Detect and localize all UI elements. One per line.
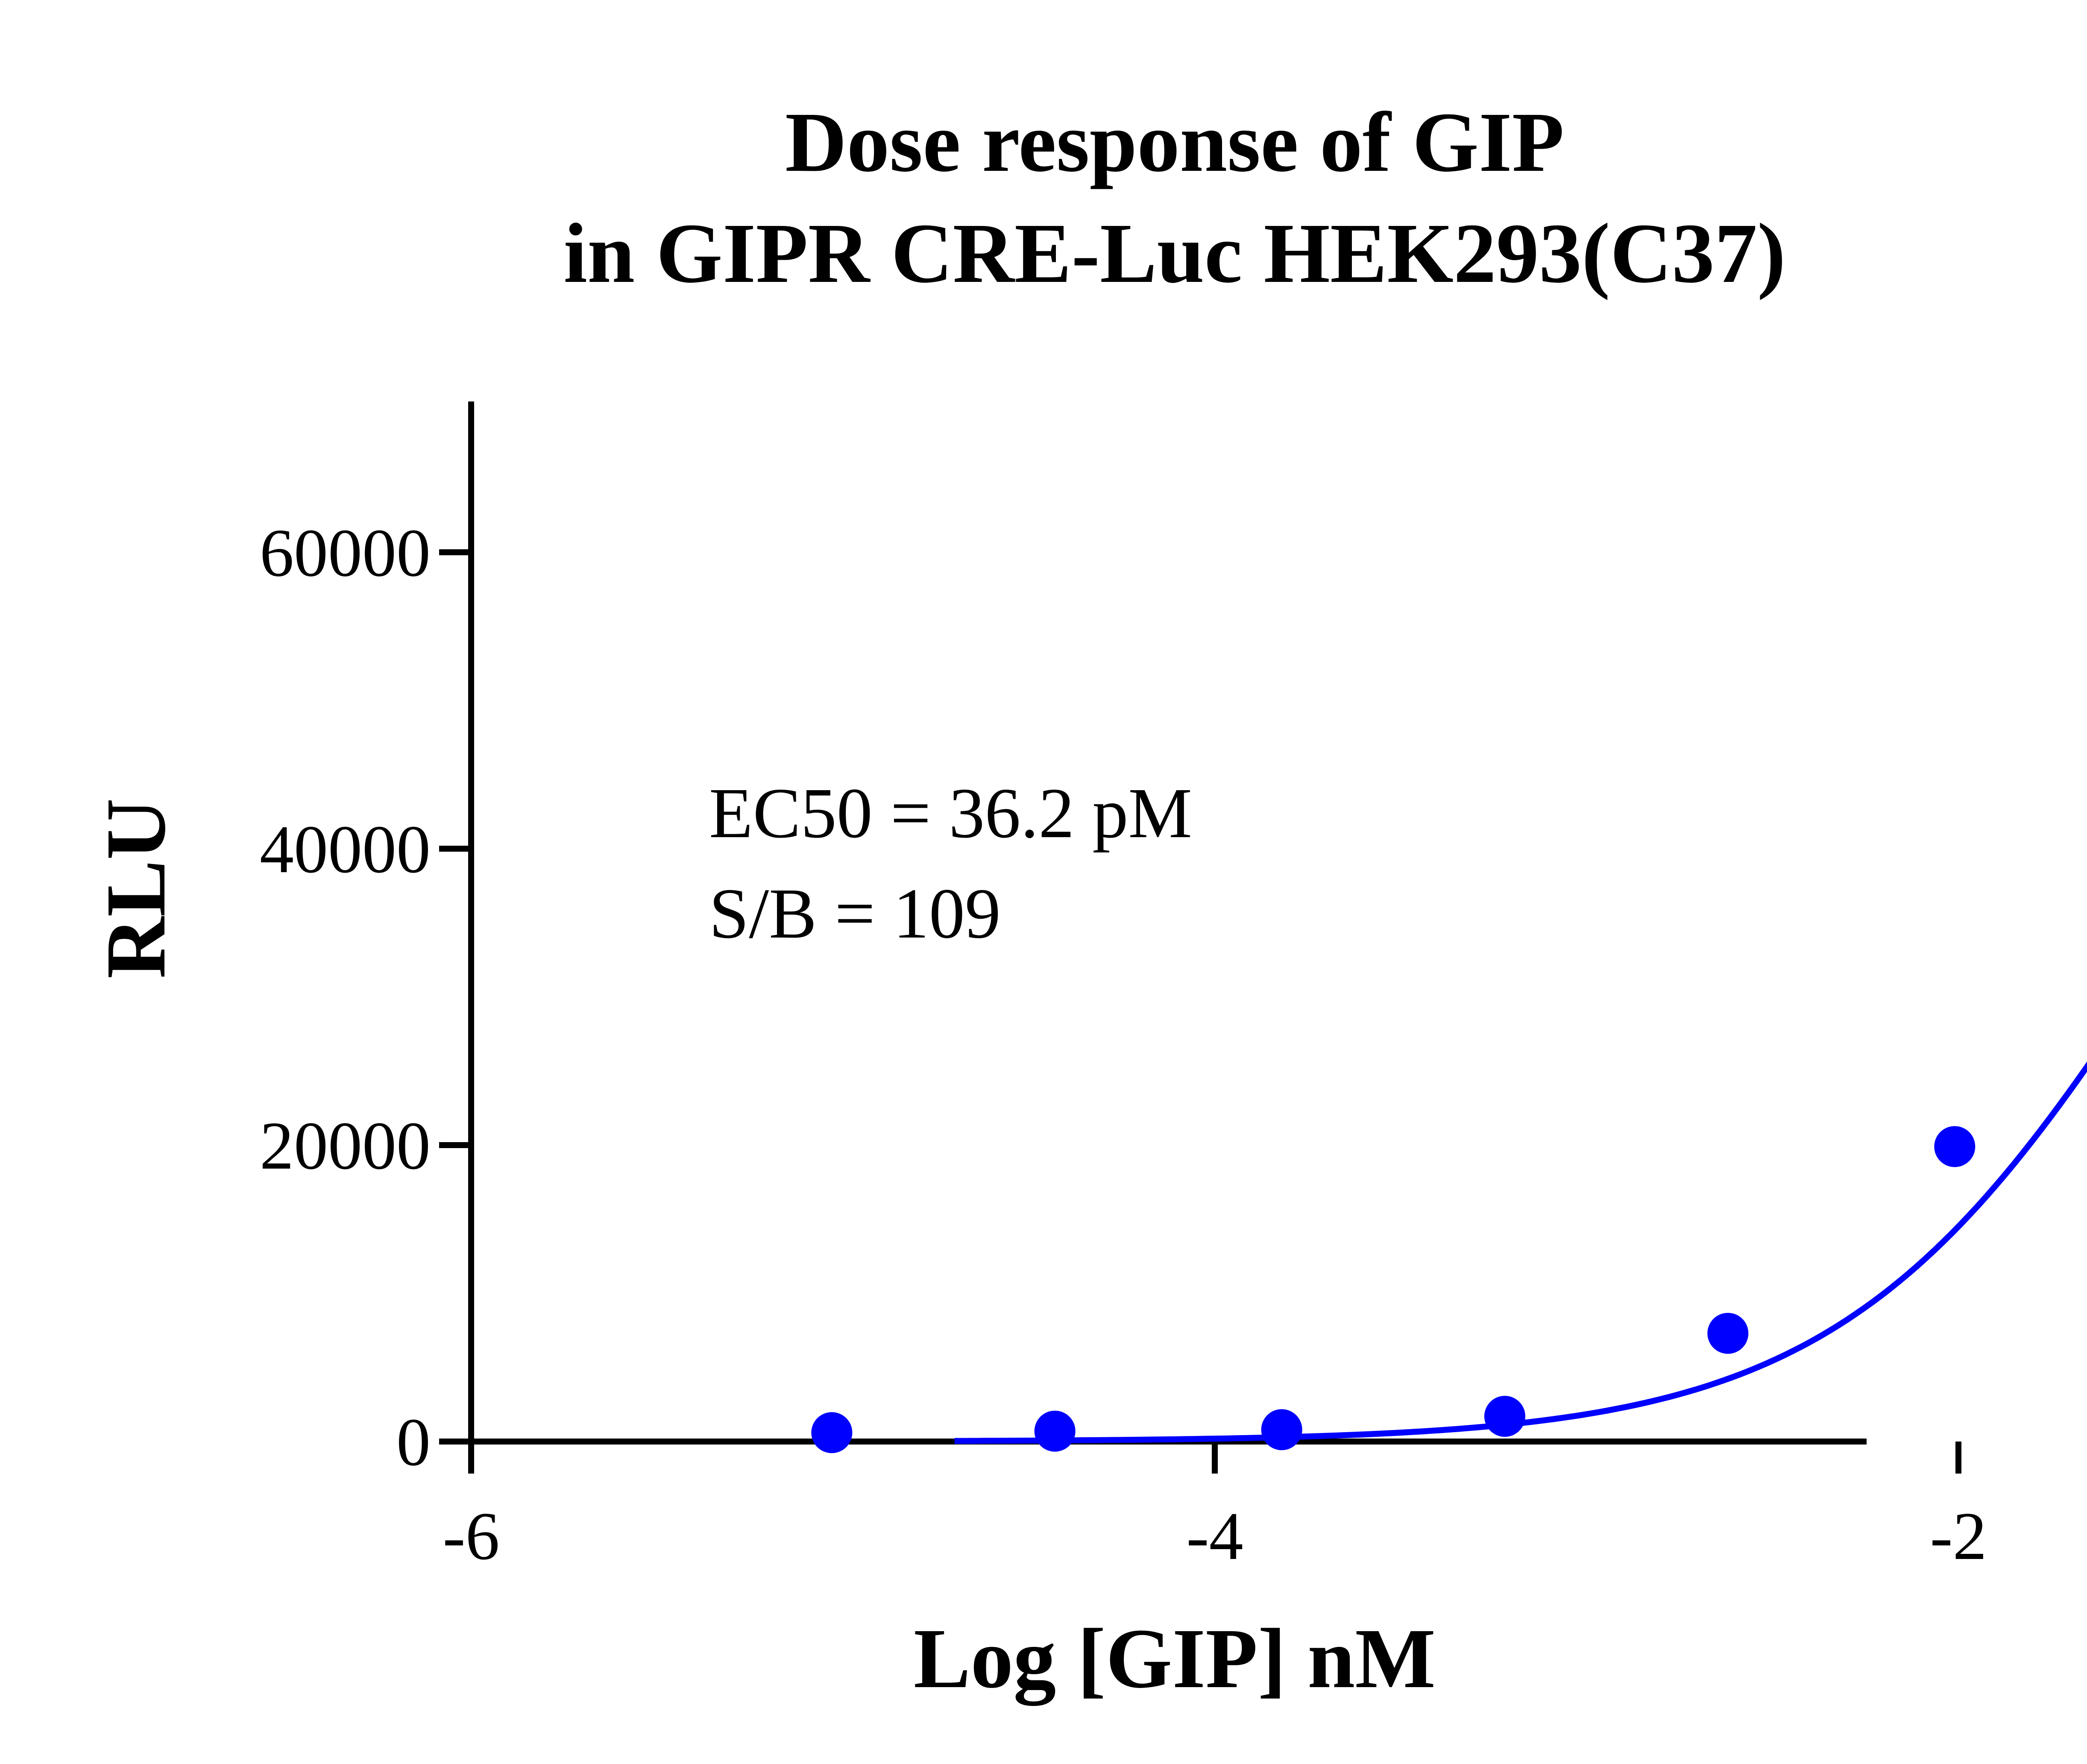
data-point [1034,1410,1076,1452]
chart-title: Dose response of GIP in GIPR CRE-Luc HEK… [563,95,1785,301]
axes [454,401,1867,1459]
y-tick-label: 0 [396,1404,431,1480]
annotations: EC50 = 36.2 pM S/B = 109 [709,774,1192,953]
x-tick-label: -4 [1186,1498,1243,1574]
sb-annotation: S/B = 109 [709,874,1001,953]
x-tick-label: -2 [1930,1498,1987,1574]
data-point [1707,1313,1749,1354]
y-tick-label: 60000 [260,515,431,591]
data-point [1484,1396,1525,1437]
ec50-annotation: EC50 = 36.2 pM [709,774,1192,853]
y-axis-label: RLU [89,798,183,979]
chart-title-line-2: in GIPR CRE-Luc HEK293(C37) [563,206,1785,301]
tick-marks: -6-4-200200004000060000 [260,515,1987,1574]
x-tick-label: -6 [443,1498,499,1574]
fit-curve-layer [954,1061,2087,1444]
data-point [1261,1409,1302,1450]
y-tick-label: 20000 [260,1108,431,1184]
y-tick-label: 40000 [260,811,431,887]
chart-title-line-1: Dose response of GIP [785,95,1564,190]
fit-curve [954,1061,2087,1444]
data-point [811,1412,853,1453]
data-point [1934,1126,1976,1167]
data-points [811,1126,1976,1453]
x-axis-label: Log [GIP] nM [914,1612,1436,1706]
